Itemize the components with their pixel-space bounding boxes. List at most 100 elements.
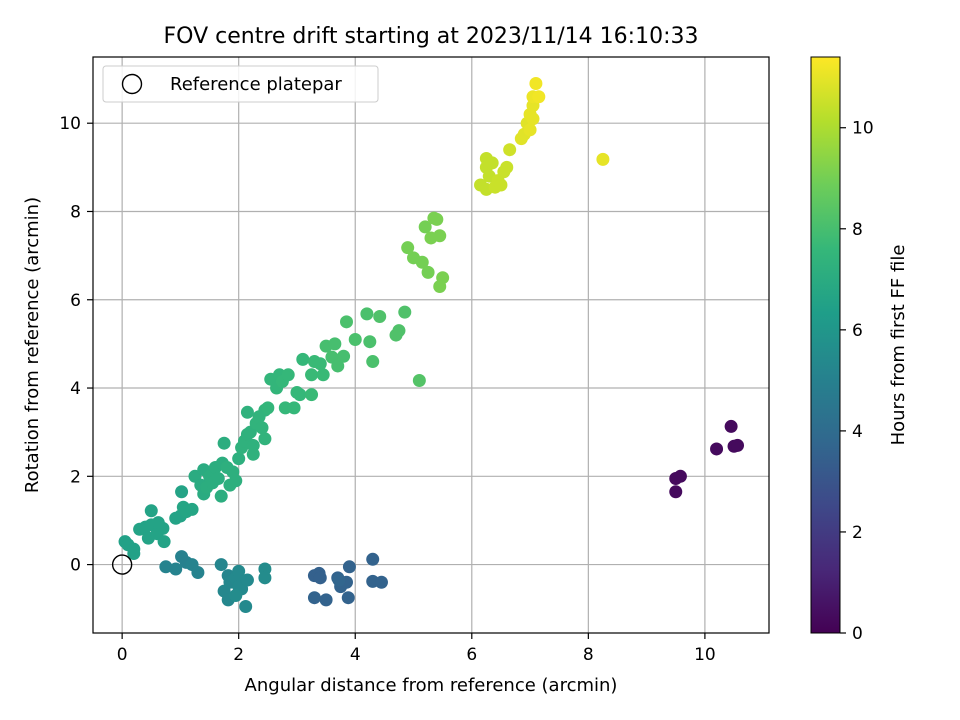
data-point: [398, 305, 412, 319]
y-tick-label: 6: [70, 291, 81, 311]
data-point: [503, 143, 517, 157]
data-point: [401, 241, 415, 255]
data-point: [240, 573, 254, 587]
data-point: [305, 388, 319, 402]
x-tick-label: 6: [466, 645, 477, 665]
data-point: [340, 315, 353, 329]
reference-marker-group: [111, 554, 133, 575]
data-point: [596, 152, 610, 166]
y-tick-label: 10: [59, 114, 81, 134]
y-tick-label: 8: [70, 202, 81, 222]
data-point: [500, 160, 514, 174]
x-tick-label: 4: [350, 645, 361, 665]
data-point: [392, 324, 406, 338]
data-point: [412, 374, 426, 388]
data-point: [258, 432, 272, 446]
legend-box: [102, 65, 379, 103]
y-axis-ticks: 0 2 4 6 8 10: [59, 114, 93, 576]
data-point: [144, 504, 158, 518]
data-point: [430, 212, 444, 226]
data-point: [307, 591, 321, 605]
data-point: [436, 271, 450, 285]
data-point: [348, 332, 362, 346]
data-point: [255, 421, 269, 435]
data-point: [287, 401, 301, 415]
reference-platepar-marker: [111, 554, 133, 575]
data-point: [191, 566, 205, 580]
data-point: [731, 438, 745, 452]
data-point: [710, 442, 724, 456]
data-point: [360, 307, 374, 321]
data-point: [373, 310, 387, 324]
data-point: [673, 469, 687, 483]
colorbar-gradient: [810, 56, 841, 634]
data-point: [296, 352, 310, 366]
legend-reference-marker: [121, 73, 143, 95]
x-axis-ticks: 0 2 4 6 8 10: [117, 633, 716, 665]
legend-entry-reference-platepar: Reference platepar: [170, 74, 342, 95]
data-point: [363, 335, 377, 349]
colorbar-ticks: 0 2 4 6 8 10: [840, 119, 874, 644]
data-points: [118, 76, 745, 614]
grid-lines: [93, 57, 769, 633]
data-point: [281, 368, 295, 382]
data-point: [232, 452, 246, 466]
data-point: [232, 564, 246, 578]
data-point: [485, 156, 499, 170]
y-tick-label: 2: [70, 467, 81, 487]
data-point: [415, 255, 429, 269]
data-point: [261, 401, 275, 415]
data-point: [157, 535, 171, 549]
data-point: [316, 368, 330, 382]
data-point: [229, 474, 243, 488]
data-point: [313, 571, 327, 585]
x-axis-label: Angular distance from reference (arcmin): [245, 675, 618, 696]
data-point: [258, 571, 272, 585]
data-point: [669, 485, 683, 499]
chart-title: FOV centre drift starting at 2023/11/14 …: [164, 24, 699, 49]
data-point: [185, 502, 199, 516]
data-point: [293, 388, 307, 402]
x-tick-label: 0: [117, 645, 128, 665]
data-point: [337, 349, 351, 363]
y-tick-label: 4: [70, 379, 81, 399]
data-point: [494, 178, 508, 192]
data-point: [175, 485, 189, 499]
data-point: [532, 90, 546, 104]
data-point: [374, 575, 388, 589]
data-point: [156, 521, 170, 535]
data-point: [366, 355, 380, 369]
data-point: [239, 600, 253, 614]
y-axis-label: Rotation from reference (arcmin): [22, 197, 43, 493]
data-point: [331, 359, 345, 373]
colorbar: 0 2 4 6 8 10 Hours from first FF file: [810, 56, 909, 644]
data-point: [526, 112, 540, 126]
data-point: [229, 588, 243, 602]
data-point: [319, 593, 333, 607]
legend: Reference platepar: [102, 65, 379, 103]
data-point: [328, 337, 342, 351]
colorbar-tick-label: 2: [852, 523, 863, 543]
colorbar-tick-label: 8: [852, 220, 863, 240]
x-tick-label: 10: [694, 645, 716, 665]
data-point: [169, 562, 183, 576]
data-point: [211, 472, 225, 486]
data-point: [523, 123, 537, 137]
data-point: [433, 229, 447, 243]
colorbar-tick-label: 6: [852, 321, 863, 341]
data-point: [421, 265, 435, 279]
data-point: [529, 76, 543, 90]
data-point: [332, 573, 346, 587]
data-point: [341, 591, 355, 605]
data-point: [305, 368, 319, 382]
data-point: [217, 436, 231, 450]
data-point: [342, 560, 356, 574]
colorbar-label: Hours from first FF file: [888, 245, 909, 446]
data-point: [214, 489, 228, 503]
data-point: [246, 447, 260, 461]
data-point: [159, 560, 173, 574]
data-point: [240, 405, 254, 419]
data-point: [313, 357, 327, 371]
data-point: [418, 220, 432, 234]
